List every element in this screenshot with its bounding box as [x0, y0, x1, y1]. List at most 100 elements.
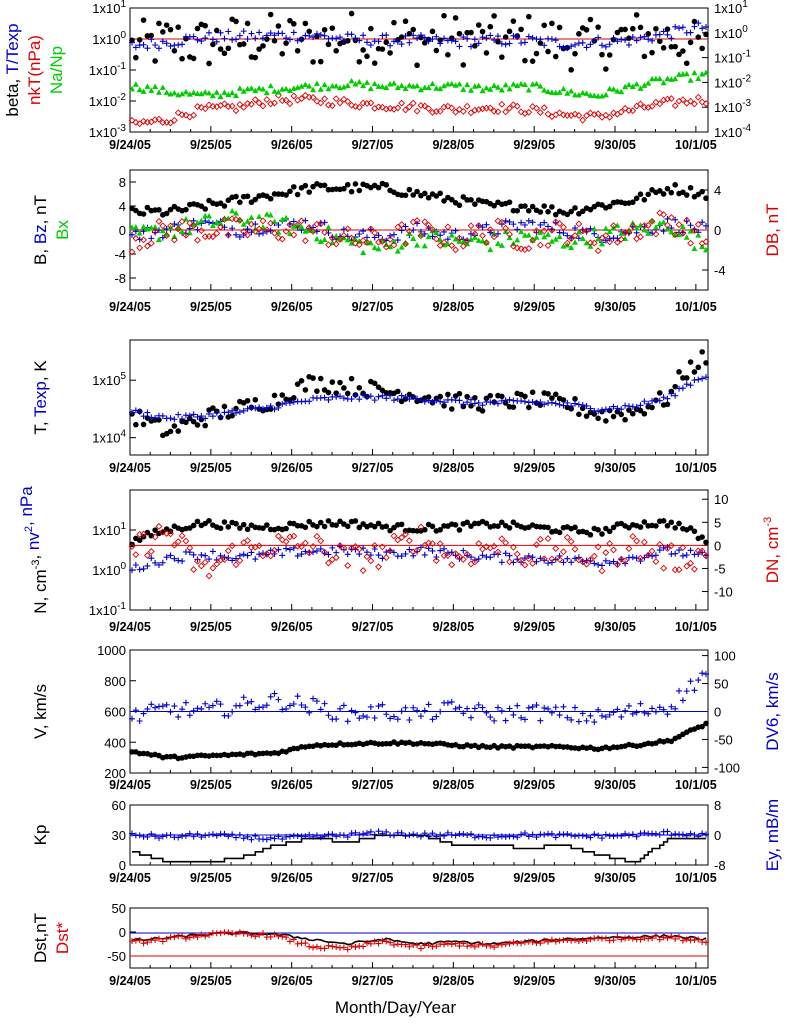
v-dv6-point	[649, 705, 656, 712]
n-dn-point	[359, 567, 367, 574]
beta-beta-point	[441, 12, 447, 19]
panel-b-date-label: 9/30/05	[594, 300, 636, 314]
dst-dst--point	[652, 933, 659, 940]
beta-beta-point	[695, 34, 702, 40]
beta-beta-point	[179, 55, 185, 62]
panel-beta-ytick-label-left: 1x10-3	[89, 123, 127, 140]
n-nv2-point	[298, 551, 305, 558]
dst-dst--point	[256, 931, 263, 938]
b-db-point	[328, 234, 336, 242]
n-n-point	[375, 520, 382, 527]
b-db-point	[571, 232, 579, 239]
t-texp-point	[668, 390, 675, 397]
b-b-point	[541, 203, 548, 209]
beta-nkt-npa--point	[132, 118, 140, 126]
dst-dst--point	[475, 941, 482, 948]
beta-nkt-npa--point	[255, 99, 263, 107]
b-db-point	[371, 229, 379, 237]
n-nv2-point	[371, 545, 378, 552]
n-nv2-point	[410, 552, 417, 559]
kp-ey-point	[583, 833, 590, 840]
b-db-point	[402, 240, 409, 248]
n-nv2-point	[468, 554, 475, 561]
t-t-point	[441, 403, 447, 409]
v-dv6-point	[352, 709, 359, 716]
kp-ey-point	[414, 832, 421, 839]
b-bx-point	[410, 235, 417, 242]
beta-t-texp-point	[356, 37, 363, 44]
t-texp-point	[468, 396, 475, 403]
beta-na-np-point	[155, 89, 162, 95]
kp-ey-point	[340, 832, 347, 839]
t-t-point	[341, 385, 347, 391]
beta-t-texp-point	[236, 32, 243, 39]
beta-beta-point	[333, 48, 339, 54]
n-dn-point	[440, 552, 448, 560]
panel-n-ytick-label-left: 1x101	[92, 521, 126, 538]
kp-ey-point	[213, 832, 220, 839]
dst-dst--point	[348, 943, 355, 950]
b-bx-point	[155, 236, 162, 243]
t-texp-point	[479, 402, 486, 409]
t-t-point	[680, 375, 686, 381]
n-dn-point	[209, 564, 217, 572]
beta-t-texp-point	[622, 37, 629, 44]
b-b-point	[587, 206, 594, 213]
beta-t-texp-point	[437, 40, 444, 47]
beta-na-np-point	[236, 85, 243, 91]
panel-dst-date-label: 9/25/05	[190, 974, 232, 988]
b-db-point	[567, 235, 575, 243]
n-dn-point	[467, 560, 475, 568]
b-bx-point	[552, 236, 559, 242]
kp-kp-line	[132, 834, 706, 863]
b-db-point	[467, 222, 475, 230]
b-db-point	[398, 221, 406, 229]
b-b-point	[294, 191, 301, 198]
b-db-point	[367, 225, 375, 233]
panel-kp-ytick-label-right: 8	[714, 798, 721, 813]
n-n-point	[672, 525, 678, 531]
beta-na-np-point	[360, 82, 367, 89]
t-t-point	[221, 403, 228, 410]
dst-dst--point	[529, 938, 536, 945]
v-dv6-point	[703, 671, 709, 678]
b-b-point	[244, 193, 251, 200]
b-db-point	[602, 232, 610, 239]
dst-dst--point	[679, 937, 686, 944]
b-bx-point	[248, 214, 255, 220]
t-texp-point	[325, 396, 332, 403]
b-db-point	[305, 224, 313, 231]
beta-na-np-point	[564, 90, 571, 96]
kp-ey-point	[598, 835, 605, 842]
n-n-point	[217, 525, 224, 532]
kp-ey-point	[695, 833, 702, 840]
beta-na-np-point	[283, 85, 290, 92]
t-texp-point	[645, 400, 652, 407]
kp-ey-point	[525, 833, 532, 840]
beta-nkt-npa--point	[344, 98, 352, 105]
n-dn-point	[479, 545, 487, 553]
dst-dst--point	[333, 944, 340, 951]
beta-t-texp-point	[167, 43, 174, 50]
t-texp-point	[244, 405, 251, 412]
beta-na-np-point	[321, 81, 328, 88]
beta-beta-point	[271, 37, 278, 44]
b-db-point	[482, 239, 490, 246]
b-db-point	[563, 239, 571, 247]
b-bx-point	[645, 230, 652, 236]
beta-nkt-npa--point	[409, 99, 417, 107]
b-bz-point	[506, 218, 513, 225]
n-n-point	[321, 523, 328, 530]
dst-dst--point	[479, 941, 486, 948]
panel-b-ytick-label-left: -4	[114, 247, 126, 262]
dst-dst--point	[441, 941, 448, 948]
panel-b-date-label: 9/25/05	[190, 300, 232, 314]
beta-beta-point	[545, 48, 551, 55]
beta-t-texp-point	[687, 29, 694, 36]
t-t-point	[699, 349, 705, 355]
beta-beta-point	[329, 25, 336, 31]
panel-b-date-label: 10/1/05	[675, 300, 717, 314]
n-dn-point	[197, 562, 205, 570]
beta-beta-point	[233, 18, 239, 25]
n-nv2-point	[163, 554, 170, 561]
